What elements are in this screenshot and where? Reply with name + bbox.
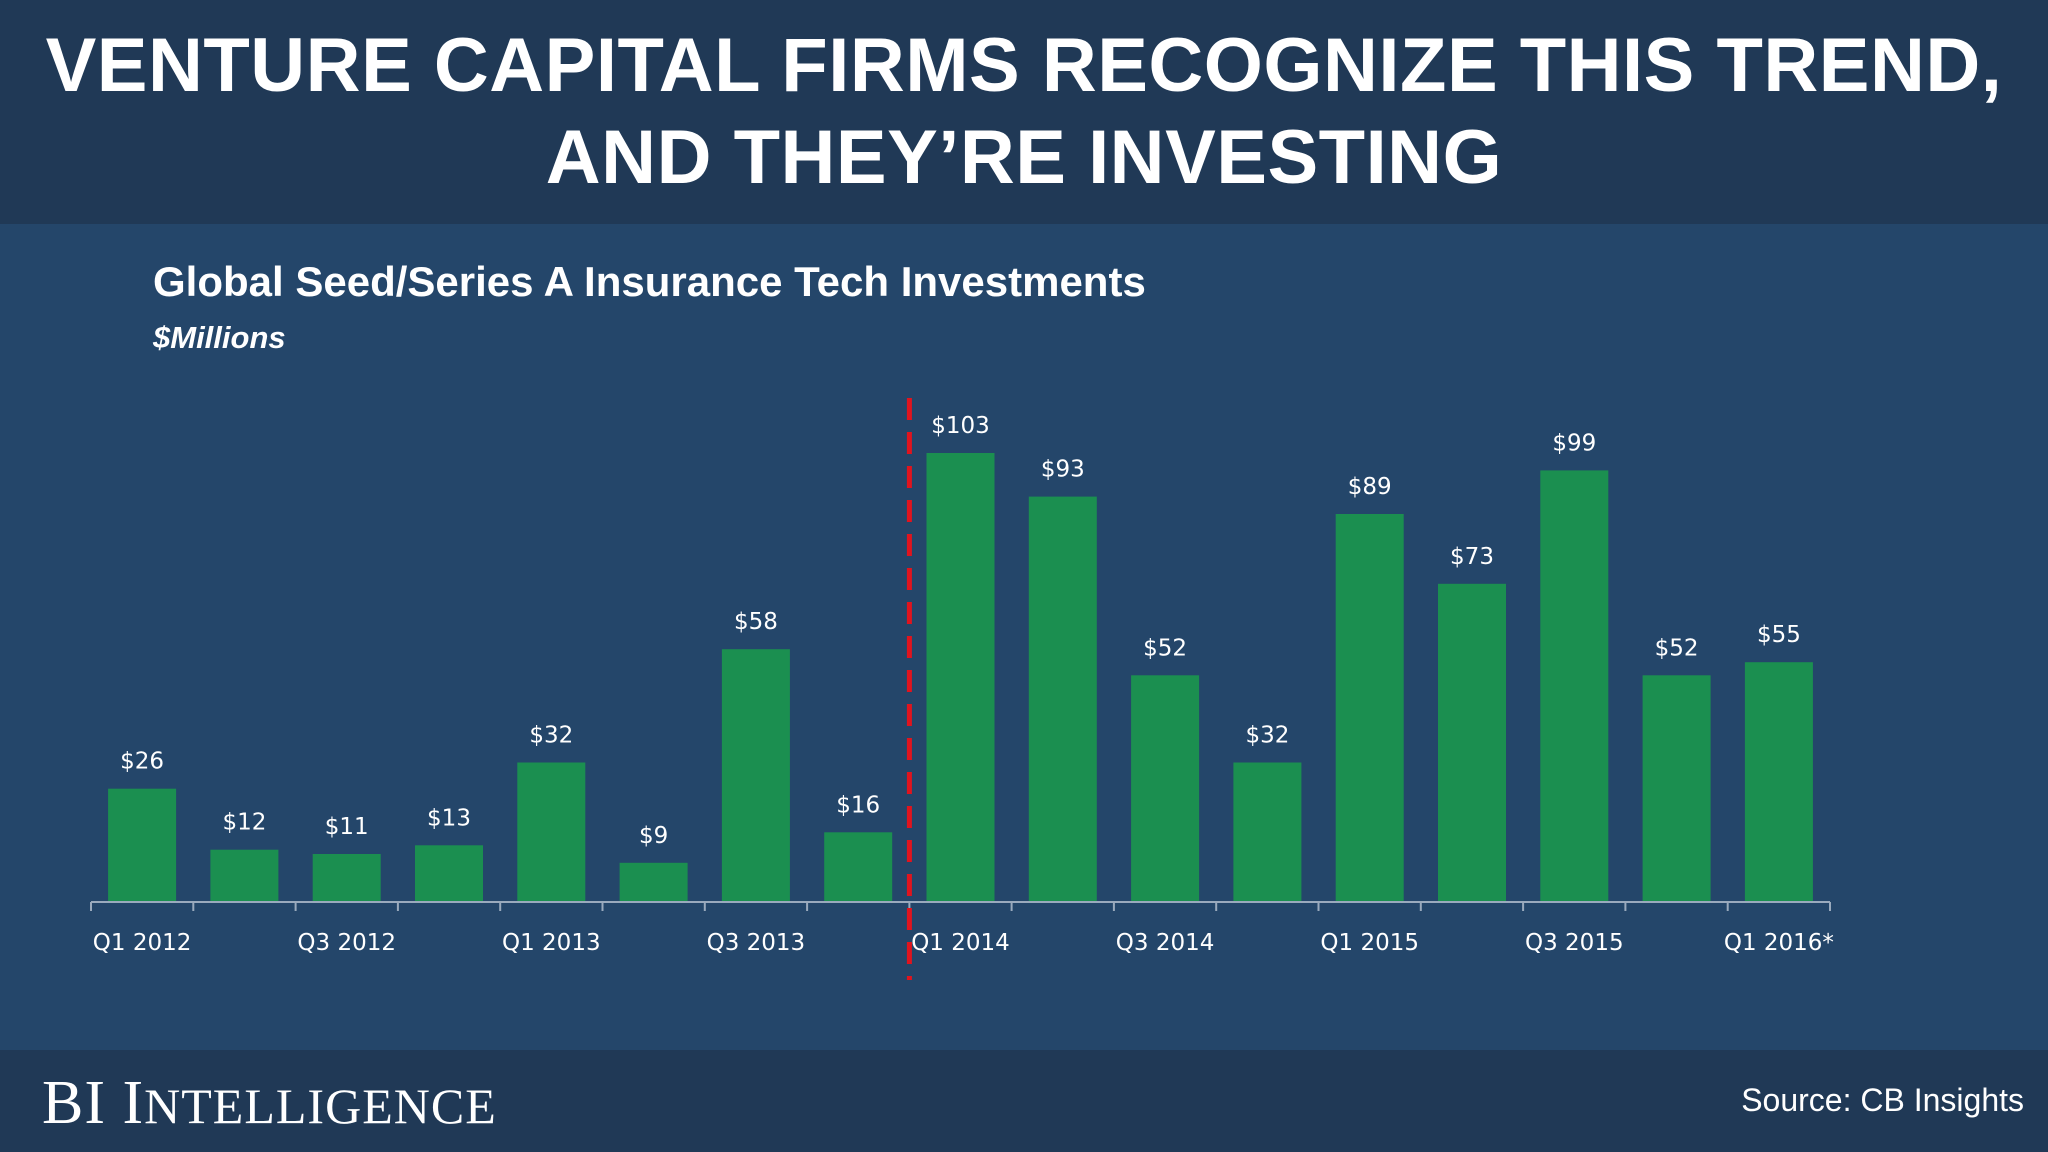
bar-q2-2015 bbox=[1438, 583, 1506, 902]
data-label: $9 bbox=[639, 823, 668, 849]
brand-word-first: I bbox=[122, 1069, 145, 1137]
x-tick-label: Q1 2014 bbox=[911, 930, 1010, 956]
bar-q1-2016- bbox=[1744, 662, 1813, 902]
brand-word-rest: NTELLIGENCE bbox=[144, 1078, 497, 1134]
footer-bar: BI INTELLIGENCE Source: CB Insights bbox=[0, 1050, 2048, 1152]
bar-q2-2012 bbox=[210, 849, 279, 902]
bar-q3-2014 bbox=[1131, 675, 1200, 902]
data-label: $12 bbox=[222, 810, 266, 836]
bar-q4-2015 bbox=[1642, 675, 1711, 902]
data-label: $73 bbox=[1450, 544, 1494, 570]
bar-q4-2012 bbox=[415, 845, 483, 902]
data-label: $16 bbox=[836, 792, 880, 818]
bar-q3-2013 bbox=[721, 649, 790, 902]
data-label: $26 bbox=[120, 749, 164, 775]
x-tick-label: Q3 2013 bbox=[707, 930, 806, 956]
data-label: $89 bbox=[1348, 474, 1392, 500]
bar-chart: $26 $12 $11 $13 $32 $9 $58 $16 $103 $93 $52 $32 $89 $… bbox=[90, 398, 1834, 980]
headline-line-2: AND THEY’RE INVESTING bbox=[545, 115, 1503, 200]
bar-q1-2013 bbox=[517, 762, 586, 902]
chart-subtitle: $Millions bbox=[153, 320, 286, 355]
x-tick-label: Q3 2012 bbox=[297, 930, 396, 956]
chart-title: Global Seed/Series A Insurance Tech Inve… bbox=[153, 258, 1146, 305]
data-label: $58 bbox=[734, 609, 778, 635]
bar-q3-2012 bbox=[312, 854, 381, 902]
source-credit: Source: CB Insights bbox=[1741, 1082, 2024, 1118]
brand-initials: BI bbox=[42, 1069, 106, 1137]
x-tick-label: Q3 2014 bbox=[1116, 930, 1215, 956]
header-banner: VENTURE CAPITAL FIRMS RECOGNIZE THIS TRE… bbox=[0, 0, 2048, 224]
data-label: $11 bbox=[325, 814, 369, 840]
data-label: $32 bbox=[529, 723, 573, 749]
bar-q3-2015 bbox=[1540, 470, 1609, 902]
bar-q4-2013 bbox=[824, 832, 893, 902]
bar-q2-2013 bbox=[619, 862, 688, 902]
data-label: $55 bbox=[1757, 622, 1801, 648]
data-label: $32 bbox=[1245, 723, 1289, 749]
data-label: $13 bbox=[427, 805, 471, 831]
bar-q1-2014 bbox=[926, 453, 995, 902]
bar-q1-2012 bbox=[108, 788, 177, 902]
x-tick-label: Q1 2015 bbox=[1320, 930, 1419, 956]
headline-line-1: VENTURE CAPITAL FIRMS RECOGNIZE THIS TRE… bbox=[45, 23, 2003, 108]
x-tick-label: Q1 2012 bbox=[93, 930, 192, 956]
data-label: $52 bbox=[1143, 635, 1187, 661]
data-label: $99 bbox=[1552, 430, 1596, 456]
chart-panel: Global Seed/Series A Insurance Tech Inve… bbox=[0, 224, 2048, 1050]
bar-q1-2015 bbox=[1335, 514, 1404, 902]
x-tick-label: Q3 2015 bbox=[1525, 930, 1624, 956]
bar-q4-2014 bbox=[1233, 762, 1302, 902]
data-label: $52 bbox=[1655, 635, 1699, 661]
data-label: $93 bbox=[1041, 457, 1085, 483]
bi-intelligence-logo: BI INTELLIGENCE bbox=[42, 1068, 497, 1139]
bar-q2-2014 bbox=[1028, 496, 1097, 902]
x-tick-label: Q1 2013 bbox=[502, 930, 601, 956]
x-tick-label: Q1 2016* bbox=[1724, 930, 1834, 956]
data-label: $103 bbox=[931, 413, 990, 439]
